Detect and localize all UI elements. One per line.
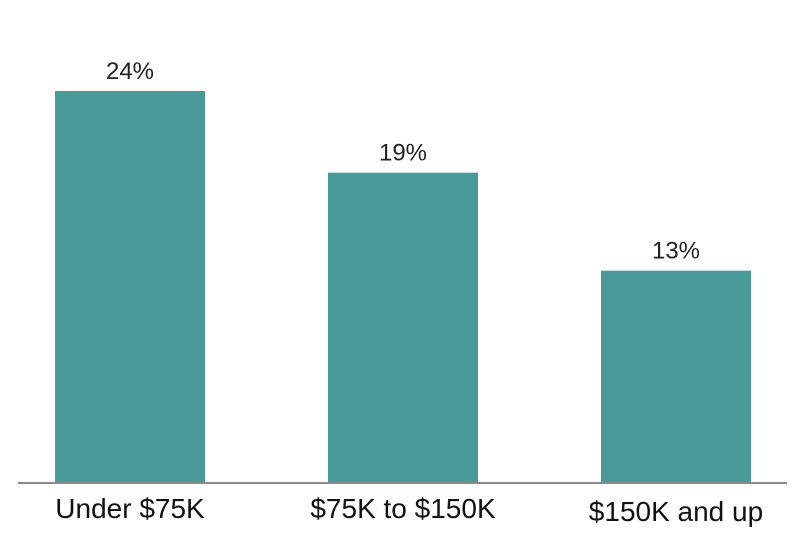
value-label-2: 19% (379, 140, 427, 167)
category-label-3: $150K and up (589, 496, 763, 527)
value-label-3: 13% (652, 238, 700, 265)
bar-1 (55, 91, 205, 483)
bars-layer (55, 91, 751, 483)
bar-2 (328, 172, 478, 483)
bar-3 (601, 270, 751, 483)
category-labels-layer: Under $75K $75K to $150K $150K and up (55, 493, 763, 527)
category-label-1: Under $75K (55, 493, 205, 524)
value-labels-layer: 24% 19% 13% (106, 58, 700, 265)
value-label-1: 24% (106, 58, 154, 85)
category-label-2: $75K to $150K (310, 493, 496, 524)
